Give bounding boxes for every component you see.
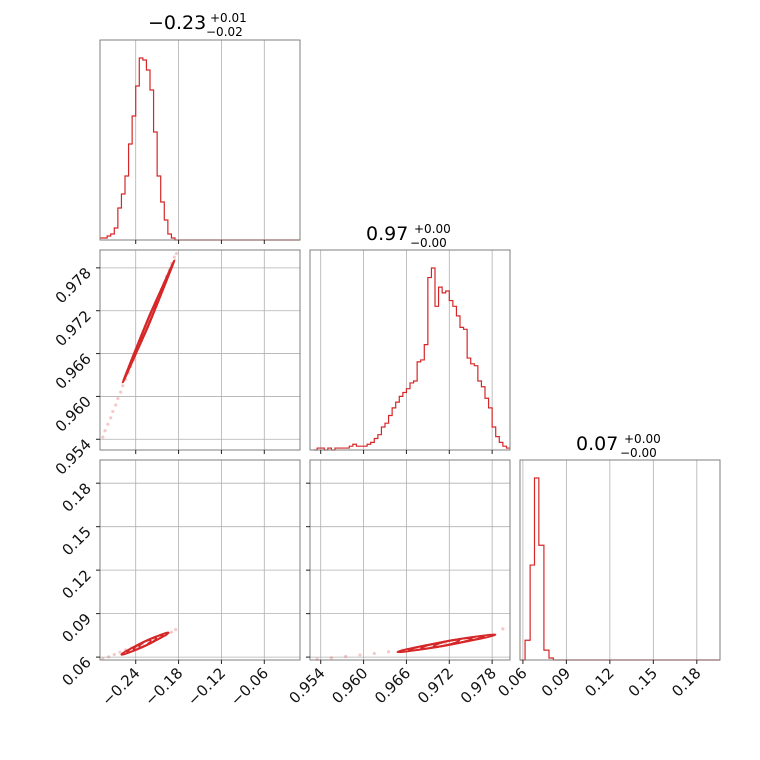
title-param-0-value: −0.23 [148,12,206,34]
x-tick-label-p0-2: −0.12 [184,664,229,709]
sample-point-2-1 [329,656,334,660]
title-param-2-plus: +0.00 [624,432,661,446]
sample-point-2-4 [372,651,376,656]
contour-1-level-2 [132,636,158,651]
sample-point-1-12 [169,630,174,634]
x-tick-label-p2-3: 0.15 [625,664,661,700]
contour-2-level-3 [432,638,461,648]
x-tick-label-p2-4: 0.18 [668,664,704,700]
title-param-2-minus: −0.00 [620,446,657,460]
sample-point-0-1 [103,429,107,433]
y-tick-label-p1-3: 0.972 [52,307,95,350]
x-tick-label-p2-0: 0.06 [494,664,530,700]
histogram-param-0 [100,57,300,241]
sample-point-0-3 [109,416,113,420]
panel-frame-1-1 [309,249,511,451]
title-param-0-minus: −0.02 [206,25,243,39]
x-tick-label-p0-0: −0.24 [98,664,143,709]
x-tick-label-p1-3: 0.972 [414,664,457,707]
x-tick-label-p2-1: 0.09 [538,664,574,700]
x-tick-label-p0-1: −0.18 [141,664,186,709]
x-tick-label-p2-2: 0.12 [581,664,617,700]
contour-1-level-3 [138,639,152,649]
sample-point-2-13 [501,627,505,631]
panel-frame-1-0 [99,249,301,451]
x-tick-label-p1-0: 0.954 [285,664,328,707]
contour-0-level-3 [139,301,158,342]
y-tick-label-p2-4: 0.18 [58,479,94,515]
y-tick-label-p2-2: 0.12 [58,566,94,602]
panel-frame-0-0 [99,39,301,241]
panel-frame-2-0 [99,459,301,661]
title-param-0-plus: +0.01 [210,11,247,25]
y-tick-label-p2-1: 0.09 [58,610,94,646]
sample-point-0-6 [116,396,120,401]
sample-point-2-5 [386,650,391,654]
sample-point-0-4 [111,409,115,414]
sample-point-0-2 [106,422,110,426]
sample-point-0-8 [121,384,125,388]
histogram-param-2 [520,477,720,661]
y-tick-label-p1-2: 0.966 [52,350,95,393]
sample-point-2-2 [344,654,348,658]
y-tick-label-p1-1: 0.960 [52,393,95,436]
sample-point-1-3 [118,650,122,654]
title-param-1-minus: −0.00 [410,236,447,250]
panel-frame-2-2 [519,459,721,661]
sample-point-2-3 [358,653,362,657]
y-tick-label-p2-3: 0.15 [58,523,94,559]
sample-point-0-28 [172,255,176,259]
panel-frame-2-1 [309,459,511,661]
x-tick-label-p1-4: 0.978 [457,664,500,707]
y-tick-label-p2-0: 0.06 [58,653,94,689]
sample-point-0-5 [114,403,118,407]
title-param-2-value: 0.07 [576,433,618,455]
sample-point-1-13 [174,627,178,632]
contour-1-level-1 [126,634,164,654]
histogram-param-1 [313,267,510,451]
sample-point-0-29 [174,251,179,256]
x-tick-label-p1-2: 0.966 [371,664,414,707]
title-param-1-plus: +0.00 [414,222,451,236]
sample-point-0-7 [119,390,123,394]
x-tick-label-p1-1: 0.960 [328,664,371,707]
sample-point-1-1 [106,655,111,659]
y-tick-label-p1-4: 0.978 [52,264,95,307]
x-tick-label-p0-3: −0.06 [227,664,272,709]
sample-point-1-2 [112,652,116,657]
y-tick-label-p1-0: 0.954 [52,435,95,478]
sample-point-0-0 [101,435,105,439]
contour-2-level-2 [420,637,473,650]
title-param-1-value: 0.97 [366,223,408,245]
